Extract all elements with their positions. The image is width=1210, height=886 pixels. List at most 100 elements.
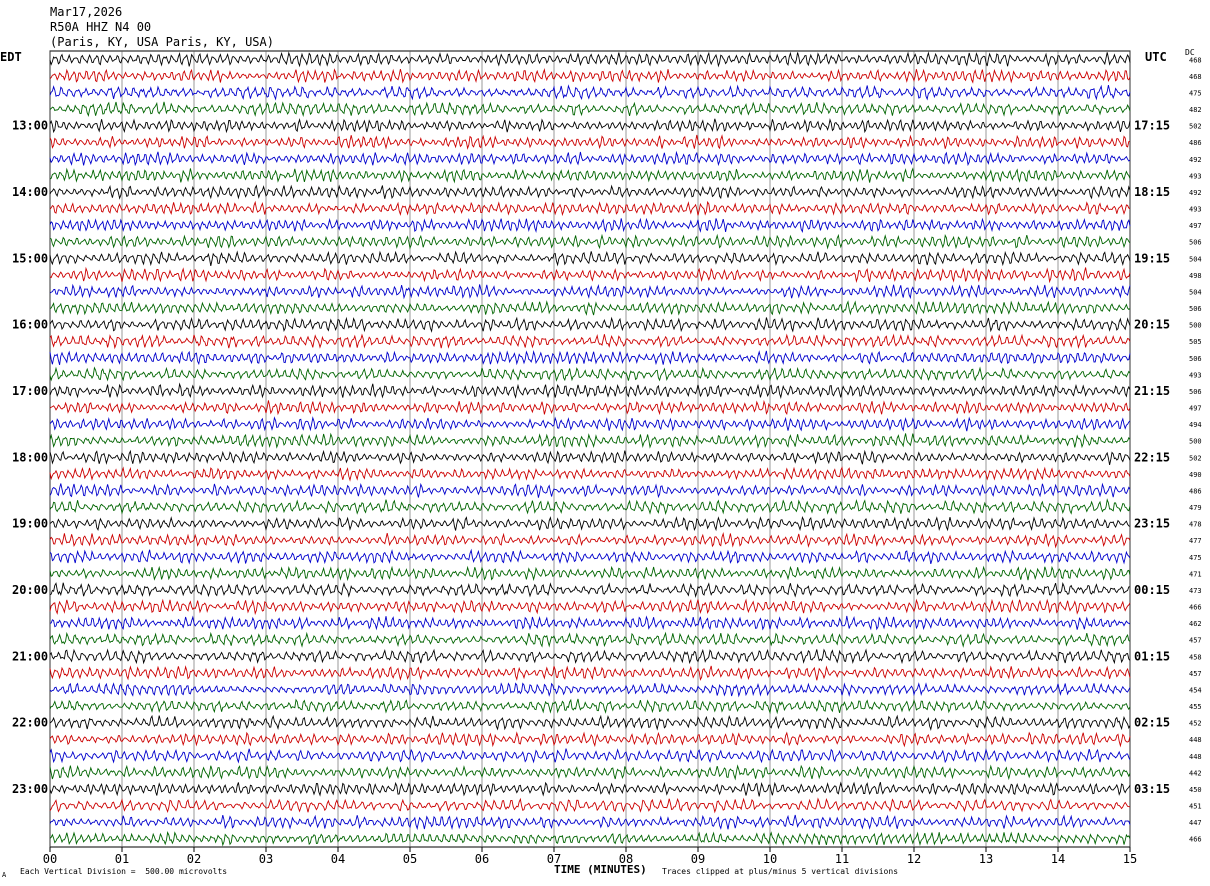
x-tick-label: 09 <box>691 852 705 866</box>
trace-line <box>49 333 1131 350</box>
clip-note: Traces clipped at plus/minus 5 vertical … <box>662 867 899 876</box>
left-hour-label: 20:00 <box>12 583 48 597</box>
x-tick-label: 15 <box>1123 852 1137 866</box>
trace-line <box>49 648 1131 665</box>
trace-line <box>49 283 1131 300</box>
trace-line <box>49 682 1131 698</box>
x-tick-label: 06 <box>475 852 489 866</box>
trace-line <box>49 797 1131 814</box>
right-hour-label: 22:15 <box>1134 450 1170 464</box>
x-tick-label: 12 <box>907 852 921 866</box>
trace-line <box>49 366 1131 382</box>
x-tick-label: 05 <box>403 852 417 866</box>
right-timezone-label: UTC <box>1145 50 1167 64</box>
dc-offset-label: 457 <box>1189 637 1202 645</box>
x-axis-label: TIME (MINUTES) <box>554 863 647 876</box>
x-tick-label: 08 <box>619 852 633 866</box>
dc-offset-label: 466 <box>1189 604 1202 612</box>
right-hour-label: 03:15 <box>1134 782 1170 796</box>
right-hour-label: 21:15 <box>1134 384 1170 398</box>
trace-line <box>49 51 1131 68</box>
date-label: Mar17,2026 <box>50 5 123 19</box>
scale-note: Each Vertical Division = 500.00 microvol… <box>20 867 228 876</box>
right-hour-label: 02:15 <box>1134 716 1170 730</box>
left-hour-label: 16:00 <box>12 318 48 332</box>
dc-offset-label: 478 <box>1189 521 1202 529</box>
dc-offset-label: 504 <box>1189 288 1202 296</box>
dc-offset-label: 502 <box>1189 123 1202 131</box>
dc-offset-label: 492 <box>1189 189 1202 197</box>
trace-line <box>49 748 1131 764</box>
dc-offset-label: 493 <box>1189 371 1202 379</box>
dc-offset-label: 506 <box>1189 388 1202 396</box>
trace-line <box>49 399 1131 416</box>
right-hour-label: 19:15 <box>1134 251 1170 265</box>
trace-line <box>49 118 1131 134</box>
dc-offset-label: 493 <box>1189 206 1202 214</box>
dc-offset-label: 448 <box>1189 736 1202 744</box>
trace-line <box>49 698 1131 715</box>
dc-offset-label: 479 <box>1189 504 1202 512</box>
left-hour-label: 13:00 <box>12 119 48 133</box>
dc-offset-label: 494 <box>1189 421 1202 429</box>
dc-offset-label: 492 <box>1189 156 1202 164</box>
location-label: (Paris, KY, USA Paris, KY, USA) <box>50 35 274 49</box>
trace-line <box>49 764 1131 781</box>
dc-column-label: DC <box>1185 48 1195 57</box>
left-hour-label: 22:00 <box>12 716 48 730</box>
plot-frame <box>49 50 1131 848</box>
dc-offset-label: 458 <box>1189 653 1202 661</box>
dc-offset-label: 450 <box>1189 786 1202 794</box>
trace-line <box>49 498 1131 516</box>
trace-line <box>49 466 1131 482</box>
right-hour-label: 20:15 <box>1134 318 1170 332</box>
right-hour-label: 17:15 <box>1134 119 1170 133</box>
trace-line <box>49 350 1131 366</box>
trace-line <box>49 67 1131 84</box>
station-label: R50A HHZ N4 00 <box>50 20 152 34</box>
dc-offset-label: 473 <box>1189 587 1202 595</box>
dc-offset-label: 475 <box>1189 89 1202 97</box>
trace-line <box>49 814 1131 831</box>
trace-line <box>49 167 1131 184</box>
x-tick-label: 13 <box>979 852 993 866</box>
dc-offset-label: 442 <box>1189 769 1202 777</box>
dc-offset-label: 462 <box>1189 620 1202 628</box>
dc-offset-label: 506 <box>1189 305 1202 313</box>
trace-line <box>49 565 1131 582</box>
trace-line <box>49 266 1131 284</box>
x-tick-label: 04 <box>331 852 345 866</box>
dc-offset-label: 448 <box>1189 753 1202 761</box>
dc-offset-label: 502 <box>1189 454 1202 462</box>
dc-offset-label: 471 <box>1189 570 1202 578</box>
trace-line <box>49 449 1131 465</box>
trace-line <box>49 831 1131 847</box>
dc-offset-label: 493 <box>1189 172 1202 180</box>
x-tick-label: 10 <box>763 852 777 866</box>
dc-offset-label: 477 <box>1189 537 1202 545</box>
trace-line <box>49 516 1131 532</box>
dc-offset-label: 452 <box>1189 720 1202 728</box>
left-hour-label: 14:00 <box>12 185 48 199</box>
trace-line <box>49 200 1131 217</box>
dc-offset-label: 500 <box>1189 438 1202 446</box>
dc-offset-label: 486 <box>1189 487 1202 495</box>
trace-line <box>49 84 1131 101</box>
trace-line <box>49 531 1131 549</box>
corner-mark: A <box>2 871 7 879</box>
dc-offset-label: 482 <box>1189 106 1202 114</box>
dc-offset-label: 504 <box>1189 255 1202 263</box>
trace-line <box>49 300 1131 316</box>
x-tick-label: 07 <box>547 852 561 866</box>
left-hour-label: 17:00 <box>12 384 48 398</box>
x-tick-label: 01 <box>115 852 129 866</box>
trace-line <box>49 615 1131 631</box>
x-tick-label: 14 <box>1051 852 1065 866</box>
trace-line <box>49 184 1131 200</box>
trace-line <box>49 382 1131 400</box>
dc-offset-label: 455 <box>1189 703 1202 711</box>
trace-line <box>49 714 1131 731</box>
left-hour-label: 15:00 <box>12 251 48 265</box>
trace-line <box>49 316 1131 333</box>
